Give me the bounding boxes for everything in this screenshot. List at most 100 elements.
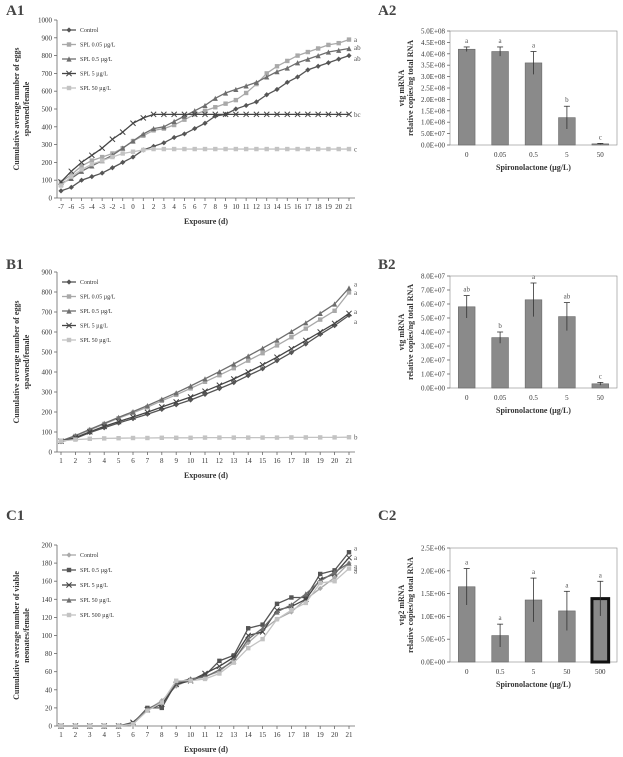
data-point [202, 435, 208, 440]
data-point [101, 423, 108, 430]
y-tick-label: 160 [42, 578, 53, 586]
x-tick-label: 5 [532, 668, 536, 676]
series-spl-5-g-l [58, 111, 352, 185]
series-spl-50-g-l [58, 146, 352, 188]
x-tick-label: 11 [202, 731, 209, 739]
legend-swatch-marker [66, 70, 72, 77]
chart-a2-vtg: 0.0E+00 5.0E+07 1.0E+08 1.5E+08 2.0E+08 2.5E+… [397, 28, 618, 172]
x-tick-label: 21 [346, 457, 354, 465]
data-point [87, 436, 92, 441]
x-tick-label: 19 [317, 457, 325, 465]
x-tick-label: 6 [131, 731, 135, 739]
marker-x-stroke [173, 399, 180, 405]
data-point [216, 663, 223, 670]
y-tick-label: 2.0E+06 [421, 567, 445, 575]
marker-x-stroke [187, 394, 194, 400]
x-tick-label: 0.5 [529, 394, 538, 402]
y-tick-label: 5.0E+07 [421, 130, 445, 138]
y-tick-label: 300 [42, 141, 53, 149]
marker-x-stroke [202, 111, 208, 118]
data-point [303, 320, 309, 326]
data-point [191, 111, 198, 118]
y-tick-label: 500 [42, 106, 53, 114]
legend-swatch-marker [66, 337, 72, 343]
data-point [233, 146, 239, 152]
legend-swatch-marker [66, 279, 72, 285]
y-tick-label: 3.5E+08 [421, 62, 445, 70]
data-point [217, 435, 222, 440]
data-point [289, 335, 294, 340]
data-point [246, 435, 251, 440]
x-tick-label: 50 [597, 394, 605, 402]
data-point [303, 595, 308, 600]
y-tick-label: 5.0E+08 [421, 28, 445, 36]
marker-x-stroke [302, 337, 309, 344]
data-point [89, 158, 95, 163]
x-tick-label: 12 [216, 457, 224, 465]
data-point [216, 667, 222, 673]
data-point [264, 74, 270, 80]
data-point [217, 373, 222, 378]
y-tick-label: 1.0E+06 [421, 613, 445, 621]
data-point [159, 705, 164, 711]
data-point [68, 184, 74, 190]
x-axis-title: Spironolactone (µg/L) [496, 163, 571, 172]
data-point [315, 111, 322, 118]
data-point [78, 177, 85, 183]
y-tick-label: 140 [42, 596, 53, 604]
data-point [202, 108, 208, 113]
data-point [274, 609, 280, 615]
data-point [264, 146, 269, 152]
data-point [231, 435, 236, 440]
series-spl-50-g-l [58, 435, 352, 444]
data-point [317, 331, 323, 337]
x-tick-label: 12 [253, 203, 261, 211]
marker-x-stroke [202, 670, 208, 677]
marker-x-stroke [315, 111, 322, 118]
x-tick-label: 0 [465, 394, 469, 402]
significance-letter: a [354, 563, 358, 571]
data-point [336, 56, 342, 62]
x-tick-label: 18 [302, 731, 310, 739]
data-point [315, 63, 321, 69]
data-point [264, 71, 269, 76]
data-point [346, 290, 352, 295]
y-tick-label: 1000 [38, 17, 53, 25]
legend-item-spl-50-g-l: SPL 50 µg/L [62, 337, 111, 344]
series-control [58, 53, 352, 194]
legend-item-spl-500-g-l: SPL 500 µg/L [62, 612, 114, 619]
data-point [202, 376, 208, 382]
y-tick-label: 900 [42, 269, 53, 277]
panel-label-b1: B1 [6, 257, 24, 273]
x-tick-label: 5 [565, 394, 569, 402]
data-point [222, 111, 229, 118]
legend-label: SPL 5 µg/L [80, 324, 108, 330]
y-axis-title-line2: relative copies/ng total RNA [406, 284, 415, 380]
data-point [217, 658, 222, 664]
data-point [260, 351, 265, 356]
y-tick-label: 200 [42, 159, 53, 167]
x-tick-label: 5 [117, 457, 121, 465]
data-point [130, 149, 136, 154]
marker-x-stroke [230, 654, 237, 661]
marker-x-stroke [181, 111, 188, 118]
legend-label: SPL 50 µg/L [80, 598, 111, 604]
data-point [274, 111, 280, 118]
x-tick-label: 2 [74, 731, 78, 739]
x-tick-label: 3 [88, 731, 92, 739]
data-point [325, 49, 332, 55]
data-point [331, 320, 338, 327]
legend-swatch-marker [66, 582, 72, 588]
significance-letter: c [599, 372, 602, 380]
legend-item-spl-0-5-g-l: SPL 0.5 µg/L [62, 56, 113, 63]
marker-x-stroke [171, 111, 178, 118]
data-point [295, 53, 300, 58]
y-axis-title: vtg2 mRNA [397, 584, 406, 625]
y-tick-label: 400 [42, 369, 53, 377]
x-tick-label: 17 [288, 731, 296, 739]
y-tick-label: 2.0E+08 [421, 96, 445, 104]
data-point [130, 120, 136, 127]
data-point [188, 383, 194, 389]
data-point [346, 554, 352, 561]
